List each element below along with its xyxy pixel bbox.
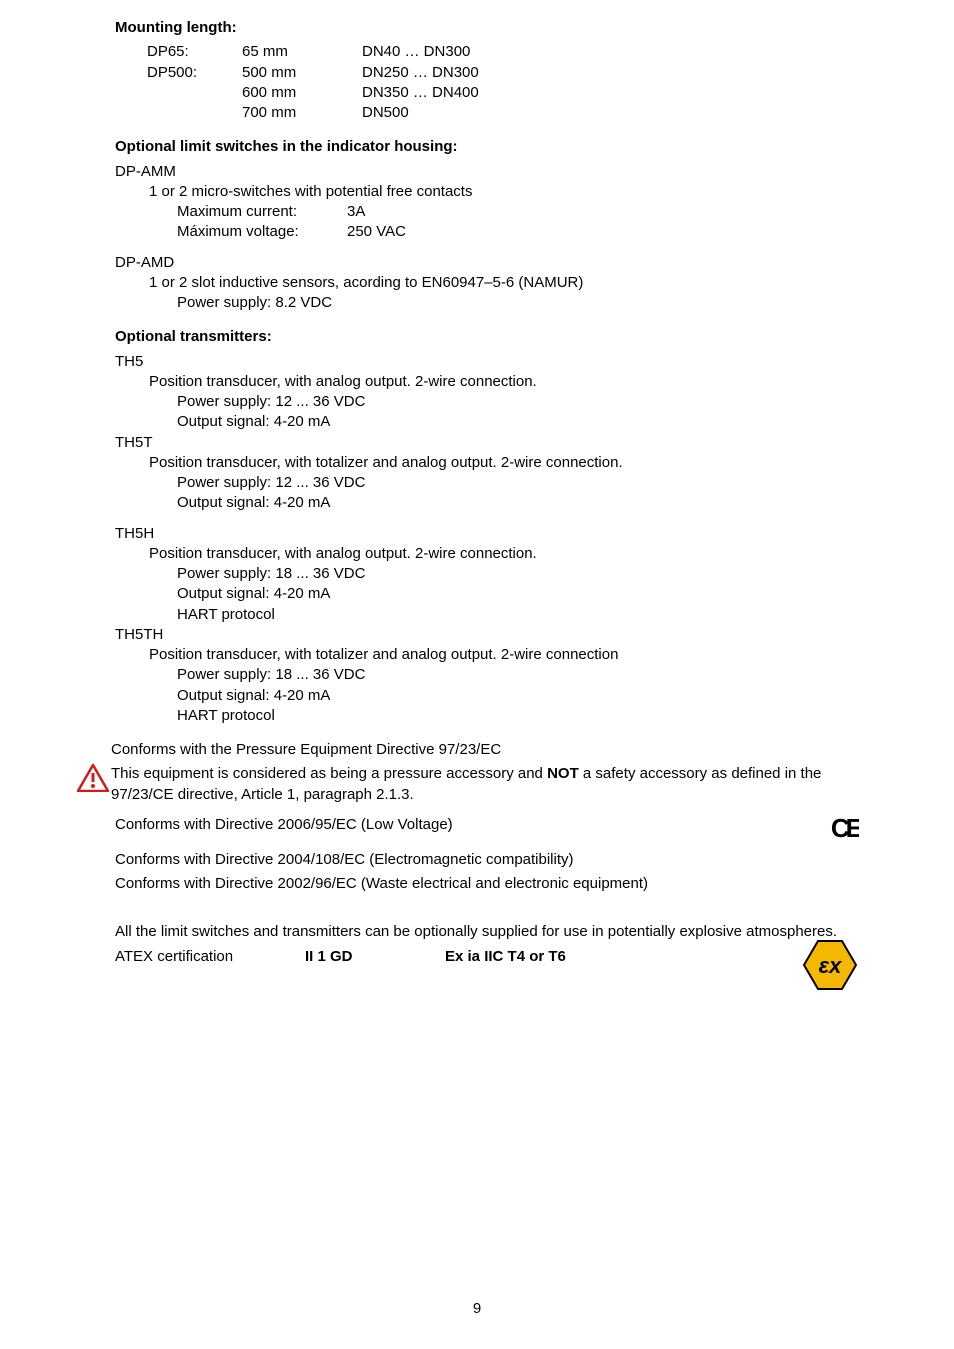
max-voltage-row: Máximum voltage: 250 VAC: [177, 222, 859, 242]
th5-name: TH5: [115, 352, 859, 372]
th5h-desc: Position transducer, with analog output.…: [149, 544, 859, 564]
conforms-not-safety: This equipment is considered as being a …: [111, 764, 859, 805]
table-row: 600 mm DN350 … DN400: [147, 83, 859, 103]
th5-power: Power supply: 12 ... 36 VDC: [177, 392, 859, 412]
th5h-hart: HART protocol: [177, 605, 859, 625]
atex-ex: Ex ia IIC T4 or T6: [445, 947, 566, 967]
th5th-desc: Position transducer, with totalizer and …: [149, 645, 859, 665]
th5th-out: Output signal: 4-20 mA: [177, 686, 859, 706]
cell: DN350 … DN400: [362, 83, 479, 103]
conforms-text: Conforms with the Pressure Equipment Dir…: [111, 740, 859, 805]
ex-icon: εx: [801, 939, 859, 997]
cell: DP65:: [147, 42, 242, 62]
ce-row: CE Conforms with Directive 2006/95/EC (L…: [115, 815, 859, 846]
cell: [147, 103, 242, 123]
th5t-name: TH5T: [115, 433, 859, 453]
table-row: DP65: 65 mm DN40 … DN300: [147, 42, 859, 62]
th5th-hart: HART protocol: [177, 706, 859, 726]
th5h-out: Output signal: 4-20 mA: [177, 584, 859, 604]
conforms-lv: Conforms with Directive 2006/95/EC (Low …: [115, 815, 859, 835]
cell: DN500: [362, 103, 409, 123]
atex-code: II 1 GD: [305, 947, 445, 967]
warning-icon: [77, 764, 111, 798]
table-row: DP500: 500 mm DN250 … DN300: [147, 63, 859, 83]
th5t-desc: Position transducer, with totalizer and …: [149, 453, 859, 473]
atex-row: ATEX certification II 1 GD Ex ia IIC T4 …: [115, 947, 859, 967]
conforms-emc: Conforms with Directive 2004/108/EC (Ele…: [115, 850, 859, 870]
mounting-table: DP65: 65 mm DN40 … DN300 DP500: 500 mm D…: [147, 42, 859, 123]
dp-amm-name: DP-AMM: [115, 162, 859, 182]
value: 3A: [347, 202, 365, 222]
cell: DN250 … DN300: [362, 63, 479, 83]
max-current-row: Maximum current: 3A: [177, 202, 859, 222]
label: Máximum voltage:: [177, 222, 347, 242]
cell: DP500:: [147, 63, 242, 83]
cell: 700 mm: [242, 103, 362, 123]
label: Maximum current:: [177, 202, 347, 222]
atex-label: ATEX certification: [115, 947, 305, 967]
dp-amm-desc: 1 or 2 micro-switches with potential fre…: [149, 182, 859, 202]
th5th-power: Power supply: 18 ... 36 VDC: [177, 665, 859, 685]
ce-mark-icon: CE: [831, 815, 859, 846]
value: 250 VAC: [347, 222, 406, 242]
th5-out: Output signal: 4-20 mA: [177, 412, 859, 432]
mounting-length-title: Mounting length:: [115, 18, 859, 38]
dp-amd-name: DP-AMD: [115, 253, 859, 273]
page-number: 9: [0, 1299, 954, 1319]
cell: 65 mm: [242, 42, 362, 62]
conforms-ped: Conforms with the Pressure Equipment Dir…: [111, 740, 859, 760]
th5-desc: Position transducer, with analog output.…: [149, 372, 859, 392]
transmitters-title: Optional transmitters:: [115, 327, 859, 347]
table-row: 700 mm DN500: [147, 103, 859, 123]
limit-switches-title: Optional limit switches in the indicator…: [115, 137, 859, 157]
th5t-power: Power supply: 12 ... 36 VDC: [177, 473, 859, 493]
cell: DN40 … DN300: [362, 42, 470, 62]
conforms-weee: Conforms with Directive 2002/96/EC (Wast…: [115, 874, 859, 894]
dp-amd-desc: 1 or 2 slot inductive sensors, acording …: [149, 273, 859, 293]
conforms-block: Conforms with the Pressure Equipment Dir…: [115, 740, 859, 805]
cell: [147, 83, 242, 103]
cell: 500 mm: [242, 63, 362, 83]
page: Mounting length: DP65: 65 mm DN40 … DN30…: [0, 0, 954, 1349]
th5h-name: TH5H: [115, 524, 859, 544]
cell: 600 mm: [242, 83, 362, 103]
svg-text:εx: εx: [819, 953, 843, 978]
atex-paragraph: All the limit switches and transmitters …: [115, 922, 859, 942]
dp-amd-power: Power supply: 8.2 VDC: [177, 293, 859, 313]
th5t-out: Output signal: 4-20 mA: [177, 493, 859, 513]
th5h-power: Power supply: 18 ... 36 VDC: [177, 564, 859, 584]
text: This equipment is considered as being a …: [111, 765, 547, 782]
not-bold: NOT: [547, 765, 579, 782]
th5th-name: TH5TH: [115, 625, 859, 645]
